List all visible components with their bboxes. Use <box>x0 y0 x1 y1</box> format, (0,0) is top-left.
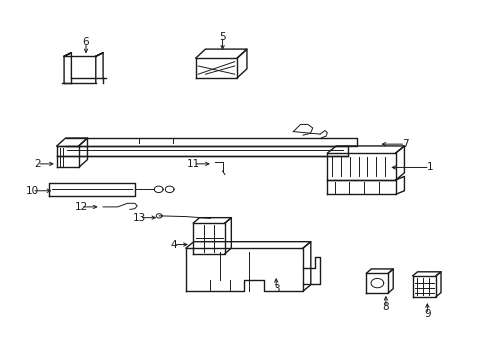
Text: 1: 1 <box>426 162 432 172</box>
Text: 5: 5 <box>219 32 225 41</box>
Text: 9: 9 <box>423 310 430 319</box>
Text: 11: 11 <box>186 159 200 169</box>
Text: 10: 10 <box>26 186 39 196</box>
Text: 8: 8 <box>382 302 388 312</box>
Text: 2: 2 <box>34 159 41 169</box>
Text: 12: 12 <box>74 202 87 212</box>
Text: 6: 6 <box>82 37 89 47</box>
Text: 3: 3 <box>272 284 279 294</box>
Text: 4: 4 <box>170 239 177 249</box>
Text: 7: 7 <box>401 139 408 149</box>
Text: 13: 13 <box>133 213 146 222</box>
